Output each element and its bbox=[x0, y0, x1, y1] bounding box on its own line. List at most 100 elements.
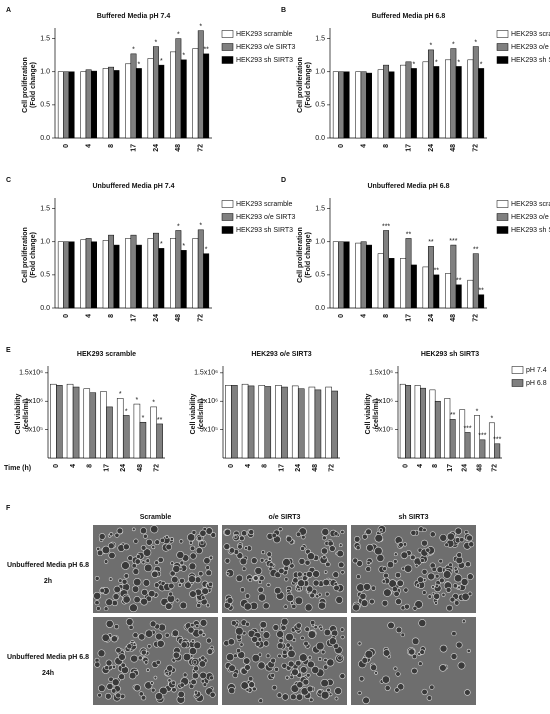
cell bbox=[460, 578, 469, 586]
cell bbox=[179, 560, 185, 566]
cell bbox=[250, 557, 258, 564]
cell bbox=[258, 579, 263, 584]
x-tick-label: 24 bbox=[462, 464, 469, 472]
y-tick-label: 1x10⁶ bbox=[200, 398, 218, 405]
y-axis-label: Cell viability bbox=[365, 393, 372, 434]
cell bbox=[362, 696, 370, 705]
cell bbox=[313, 625, 318, 630]
bar bbox=[464, 432, 471, 459]
column-header: o/e SIRT3 bbox=[269, 514, 301, 521]
bar bbox=[106, 406, 113, 459]
cell bbox=[334, 696, 339, 701]
bar bbox=[420, 387, 426, 459]
cell bbox=[276, 692, 283, 698]
bar bbox=[325, 386, 332, 459]
cell bbox=[326, 658, 335, 667]
cell bbox=[393, 666, 398, 671]
cell bbox=[356, 574, 361, 580]
bar bbox=[50, 383, 57, 459]
cell bbox=[356, 560, 363, 567]
cell bbox=[266, 582, 271, 587]
cell bbox=[196, 603, 202, 609]
cell bbox=[203, 557, 211, 565]
cell bbox=[122, 595, 131, 604]
cell bbox=[105, 659, 113, 667]
legend-label: HEK293 sh SIRT3 bbox=[236, 57, 293, 64]
significance: * bbox=[199, 223, 202, 230]
significance: * bbox=[177, 31, 180, 38]
cell bbox=[402, 542, 408, 547]
cell bbox=[323, 570, 328, 574]
cell bbox=[287, 660, 295, 668]
x-tick-label: 72 bbox=[473, 144, 480, 152]
cell bbox=[110, 635, 118, 643]
cell bbox=[374, 671, 378, 675]
cell bbox=[400, 551, 409, 559]
cell bbox=[176, 550, 185, 559]
cell bbox=[123, 543, 130, 551]
cell bbox=[197, 629, 204, 636]
cell bbox=[333, 531, 339, 537]
significance: ** bbox=[478, 288, 484, 295]
x-axis-label: Time (h) bbox=[4, 465, 31, 472]
bar bbox=[478, 68, 485, 139]
cell bbox=[457, 585, 461, 590]
legend-swatch bbox=[496, 56, 509, 64]
cell bbox=[128, 671, 137, 680]
bar bbox=[247, 385, 255, 459]
cell bbox=[121, 578, 128, 585]
cell bbox=[415, 583, 420, 588]
bar bbox=[170, 238, 176, 309]
x-tick-label: 0 bbox=[63, 144, 70, 148]
cell bbox=[145, 538, 153, 546]
cell bbox=[169, 537, 174, 541]
cell bbox=[209, 555, 214, 560]
bar bbox=[150, 406, 157, 459]
cell bbox=[395, 626, 403, 634]
chart: D Unbuffered Media pH 6.8 0.0 0.5 1.0 1.5 Cell… bbox=[281, 177, 550, 322]
cell bbox=[352, 557, 359, 564]
cell bbox=[199, 619, 208, 627]
bar bbox=[377, 69, 384, 139]
significance: * bbox=[480, 61, 483, 68]
y-tick-label: 5x10⁵ bbox=[200, 426, 218, 433]
legend-label: pH 6.8 bbox=[526, 380, 547, 387]
cell bbox=[254, 566, 263, 575]
cell bbox=[170, 561, 175, 566]
y-tick-label: 0.0 bbox=[40, 135, 50, 142]
significance: * bbox=[205, 247, 208, 254]
bar bbox=[66, 383, 74, 459]
cell bbox=[155, 659, 161, 665]
cell bbox=[417, 576, 424, 584]
cell bbox=[320, 678, 329, 688]
cell bbox=[468, 541, 475, 548]
significance: * bbox=[160, 58, 163, 65]
significance: ** bbox=[406, 231, 412, 238]
cell bbox=[142, 533, 148, 539]
cell bbox=[300, 666, 308, 674]
legend-swatch bbox=[221, 30, 234, 38]
x-tick-label: 17 bbox=[405, 314, 412, 322]
bar bbox=[152, 232, 159, 309]
cell bbox=[99, 587, 105, 594]
bar bbox=[445, 273, 451, 309]
cell bbox=[277, 653, 282, 659]
cell bbox=[224, 557, 231, 564]
column-header: sh SIRT3 bbox=[399, 514, 429, 521]
bar bbox=[472, 253, 479, 309]
cell bbox=[166, 664, 174, 672]
cell bbox=[365, 528, 372, 535]
x-tick-label: 0 bbox=[228, 464, 235, 468]
y-tick-label: 5x10⁵ bbox=[25, 426, 43, 433]
x-tick-label: 17 bbox=[447, 464, 454, 472]
cell bbox=[378, 528, 383, 533]
significance: * bbox=[435, 59, 438, 66]
cell bbox=[300, 635, 305, 641]
cell bbox=[414, 600, 423, 609]
cell bbox=[156, 639, 165, 648]
cell bbox=[133, 538, 139, 544]
cell bbox=[147, 644, 152, 649]
x-tick-label: 72 bbox=[473, 314, 480, 322]
x-tick-label: 4 bbox=[417, 464, 424, 468]
panel-label: D bbox=[281, 177, 286, 184]
